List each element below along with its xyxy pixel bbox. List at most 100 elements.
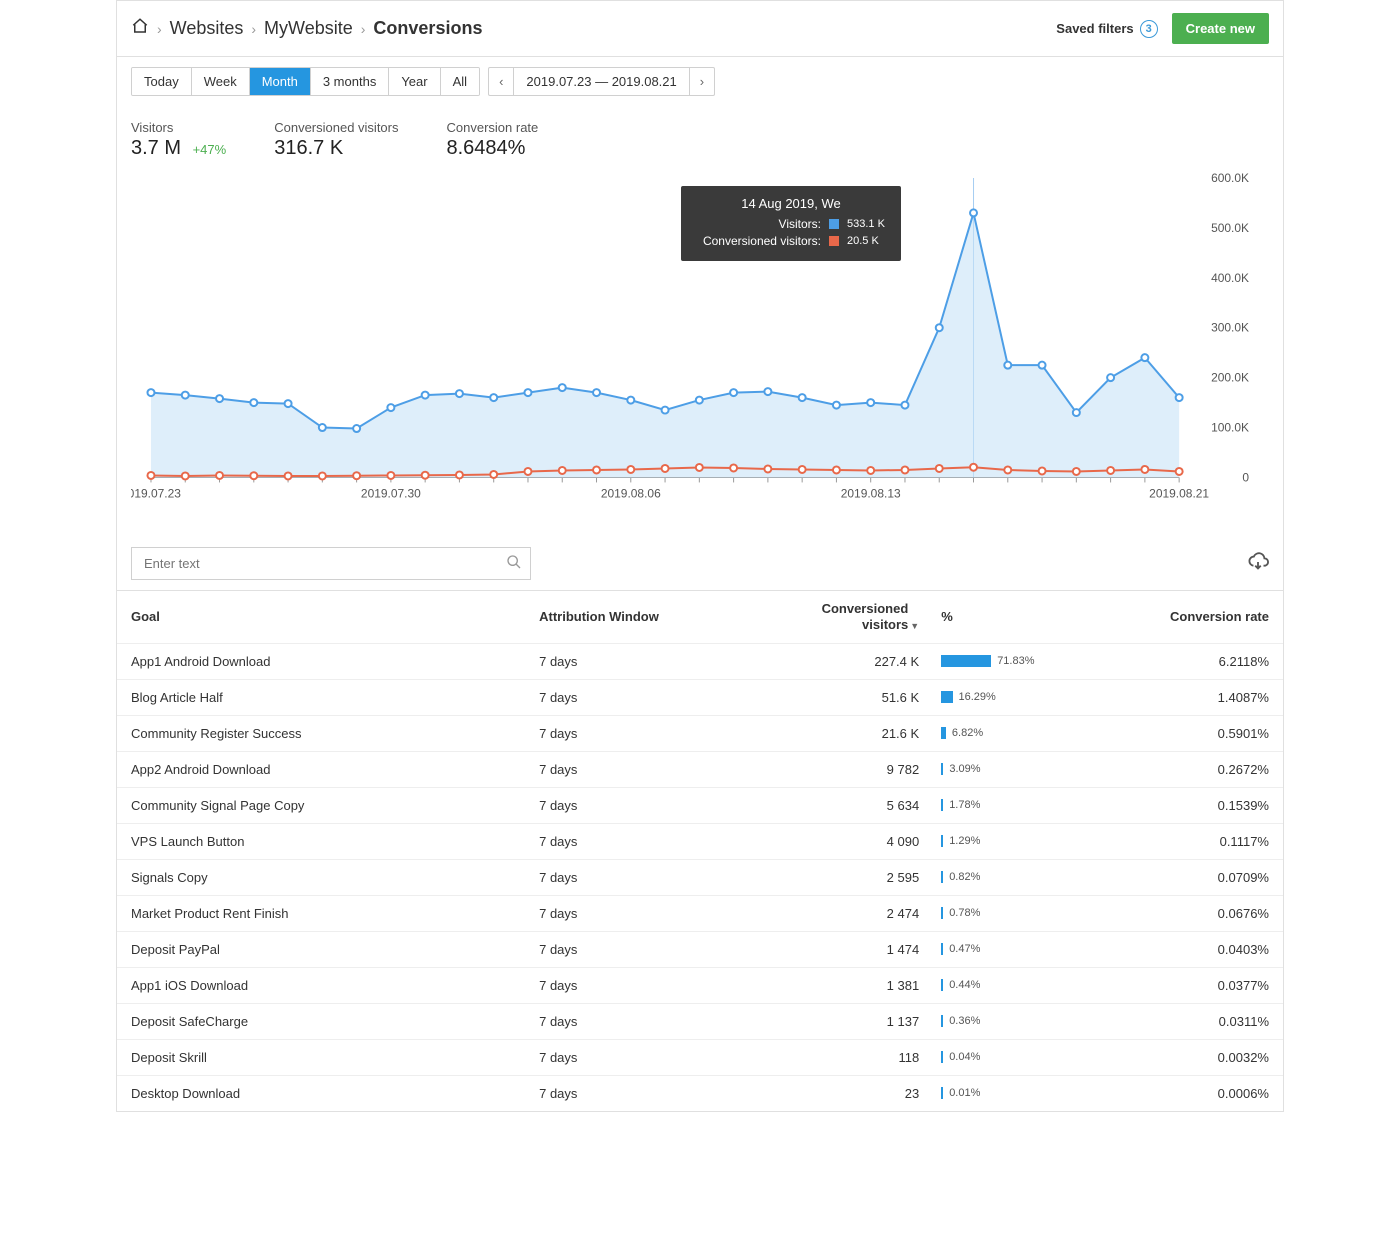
- percent-bar: [941, 943, 943, 955]
- table-row[interactable]: Market Product Rent Finish 7 days 2 474 …: [117, 895, 1283, 931]
- cell-attribution: 7 days: [525, 643, 758, 679]
- home-icon[interactable]: [131, 17, 149, 40]
- cell-rate: 0.1117%: [1108, 823, 1283, 859]
- cell-attribution: 7 days: [525, 1003, 758, 1039]
- svg-text:0: 0: [1242, 470, 1249, 484]
- percent-label: 71.83%: [997, 655, 1034, 667]
- create-new-button[interactable]: Create new: [1172, 13, 1269, 44]
- table-row[interactable]: App1 iOS Download 7 days 1 381 0.44% 0.0…: [117, 967, 1283, 1003]
- table-row[interactable]: Blog Article Half 7 days 51.6 K 16.29% 1…: [117, 679, 1283, 715]
- cell-percent: 0.01%: [933, 1075, 1108, 1111]
- table-row[interactable]: Desktop Download 7 days 23 0.01% 0.0006%: [117, 1075, 1283, 1111]
- cell-conversioned: 21.6 K: [758, 715, 933, 751]
- cell-attribution: 7 days: [525, 859, 758, 895]
- table-row[interactable]: VPS Launch Button 7 days 4 090 1.29% 0.1…: [117, 823, 1283, 859]
- table-row[interactable]: Deposit PayPal 7 days 1 474 0.47% 0.0403…: [117, 931, 1283, 967]
- cell-conversioned: 2 595: [758, 859, 933, 895]
- svg-text:2019.08.13: 2019.08.13: [841, 486, 901, 500]
- cell-conversioned: 51.6 K: [758, 679, 933, 715]
- metric-label: Conversioned visitors: [274, 120, 398, 135]
- table-row[interactable]: Deposit Skrill 7 days 118 0.04% 0.0032%: [117, 1039, 1283, 1075]
- chart-tooltip: 14 Aug 2019, We Visitors:533.1 KConversi…: [681, 186, 901, 261]
- period-tab-week[interactable]: Week: [192, 68, 250, 95]
- date-prev-button[interactable]: ‹: [489, 68, 513, 95]
- cell-attribution: 7 days: [525, 1075, 758, 1111]
- breadcrumb-sep: ›: [361, 21, 366, 37]
- svg-text:100.0K: 100.0K: [1211, 421, 1249, 435]
- svg-text:400.0K: 400.0K: [1211, 271, 1249, 285]
- cell-attribution: 7 days: [525, 787, 758, 823]
- search-icon[interactable]: [506, 554, 522, 573]
- cell-rate: 0.0006%: [1108, 1075, 1283, 1111]
- download-icon[interactable]: [1247, 551, 1269, 576]
- tooltip-row-value: 533.1 K: [847, 218, 887, 230]
- metric-visitors: Visitors 3.7 M +47%: [131, 120, 226, 160]
- tooltip-title: 14 Aug 2019, We: [695, 196, 887, 211]
- date-next-button[interactable]: ›: [690, 68, 714, 95]
- svg-text:500.0K: 500.0K: [1211, 221, 1249, 235]
- table-row[interactable]: Community Signal Page Copy 7 days 5 634 …: [117, 787, 1283, 823]
- date-range-label[interactable]: 2019.07.23 — 2019.08.21: [513, 68, 689, 95]
- table-row[interactable]: Signals Copy 7 days 2 595 0.82% 0.0709%: [117, 859, 1283, 895]
- breadcrumb-item[interactable]: MyWebsite: [264, 18, 353, 39]
- period-tabs: TodayWeekMonth3 monthsYearAll: [131, 67, 480, 96]
- search-box: [131, 547, 531, 580]
- col-header-attribution[interactable]: Attribution Window: [525, 591, 758, 643]
- cell-percent: 71.83%: [933, 643, 1108, 679]
- cell-percent: 0.44%: [933, 967, 1108, 1003]
- period-tab-year[interactable]: Year: [389, 68, 440, 95]
- period-tab-all[interactable]: All: [441, 68, 479, 95]
- table-toolbar: [117, 537, 1283, 590]
- cell-conversioned: 227.4 K: [758, 643, 933, 679]
- cell-percent: 6.82%: [933, 715, 1108, 751]
- cell-conversioned: 2 474: [758, 895, 933, 931]
- cell-goal: Market Product Rent Finish: [117, 895, 525, 931]
- cell-conversioned: 23: [758, 1075, 933, 1111]
- table-row[interactable]: Deposit SafeCharge 7 days 1 137 0.36% 0.…: [117, 1003, 1283, 1039]
- percent-label: 0.04%: [949, 1051, 980, 1063]
- cell-goal: Deposit SafeCharge: [117, 1003, 525, 1039]
- cell-rate: 0.0403%: [1108, 931, 1283, 967]
- metric-delta: +47%: [193, 142, 227, 157]
- breadcrumb-item[interactable]: Websites: [170, 18, 244, 39]
- percent-bar: [941, 763, 943, 775]
- period-tab-today[interactable]: Today: [132, 68, 192, 95]
- period-tab-month[interactable]: Month: [250, 68, 311, 95]
- cell-percent: 3.09%: [933, 751, 1108, 787]
- page-header: › Websites › MyWebsite › Conversions Sav…: [117, 1, 1283, 57]
- table-row[interactable]: App2 Android Download 7 days 9 782 3.09%…: [117, 751, 1283, 787]
- col-header-percent[interactable]: %: [933, 591, 1108, 643]
- svg-text:2019.07.30: 2019.07.30: [361, 486, 421, 500]
- metric-value: 3.7 M +47%: [131, 137, 226, 160]
- saved-filters-link[interactable]: Saved filters 3: [1056, 20, 1157, 38]
- cell-attribution: 7 days: [525, 895, 758, 931]
- cell-rate: 0.2672%: [1108, 751, 1283, 787]
- cell-goal: Community Signal Page Copy: [117, 787, 525, 823]
- percent-bar: [941, 799, 943, 811]
- cell-goal: Signals Copy: [117, 859, 525, 895]
- tooltip-row-label: Conversioned visitors:: [695, 234, 821, 248]
- cell-goal: Deposit Skrill: [117, 1039, 525, 1075]
- cell-goal: Desktop Download: [117, 1075, 525, 1111]
- toolbar: TodayWeekMonth3 monthsYearAll ‹ 2019.07.…: [117, 57, 1283, 106]
- cell-conversioned: 9 782: [758, 751, 933, 787]
- svg-text:200.0K: 200.0K: [1211, 371, 1249, 385]
- metric-value: 8.6484%: [447, 137, 539, 160]
- cell-attribution: 7 days: [525, 967, 758, 1003]
- col-header-goal[interactable]: Goal: [117, 591, 525, 643]
- table-row[interactable]: App1 Android Download 7 days 227.4 K 71.…: [117, 643, 1283, 679]
- col-header-conversioned[interactable]: Conversionedvisitors▼: [758, 591, 933, 643]
- cell-attribution: 7 days: [525, 751, 758, 787]
- goals-table: Goal Attribution Window Conversionedvisi…: [117, 590, 1283, 1110]
- chart-container: 0100.0K200.0K300.0K400.0K500.0K600.0K201…: [117, 168, 1283, 537]
- cell-attribution: 7 days: [525, 715, 758, 751]
- period-tab-3-months[interactable]: 3 months: [311, 68, 389, 95]
- percent-label: 3.09%: [949, 763, 980, 775]
- col-header-rate[interactable]: Conversion rate: [1108, 591, 1283, 643]
- table-row[interactable]: Community Register Success 7 days 21.6 K…: [117, 715, 1283, 751]
- search-input[interactable]: [140, 548, 506, 579]
- percent-label: 0.78%: [949, 907, 980, 919]
- metric-label: Visitors: [131, 120, 226, 135]
- percent-bar: [941, 655, 991, 667]
- percent-bar: [941, 727, 946, 739]
